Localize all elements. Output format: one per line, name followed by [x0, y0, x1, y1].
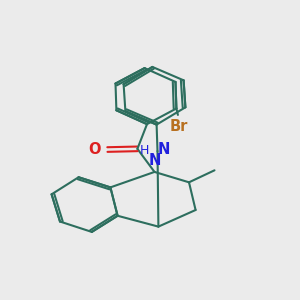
Text: N: N	[158, 142, 170, 158]
Text: N: N	[148, 153, 161, 168]
Text: Br: Br	[169, 119, 188, 134]
Text: H: H	[140, 143, 149, 157]
Text: O: O	[88, 142, 101, 157]
